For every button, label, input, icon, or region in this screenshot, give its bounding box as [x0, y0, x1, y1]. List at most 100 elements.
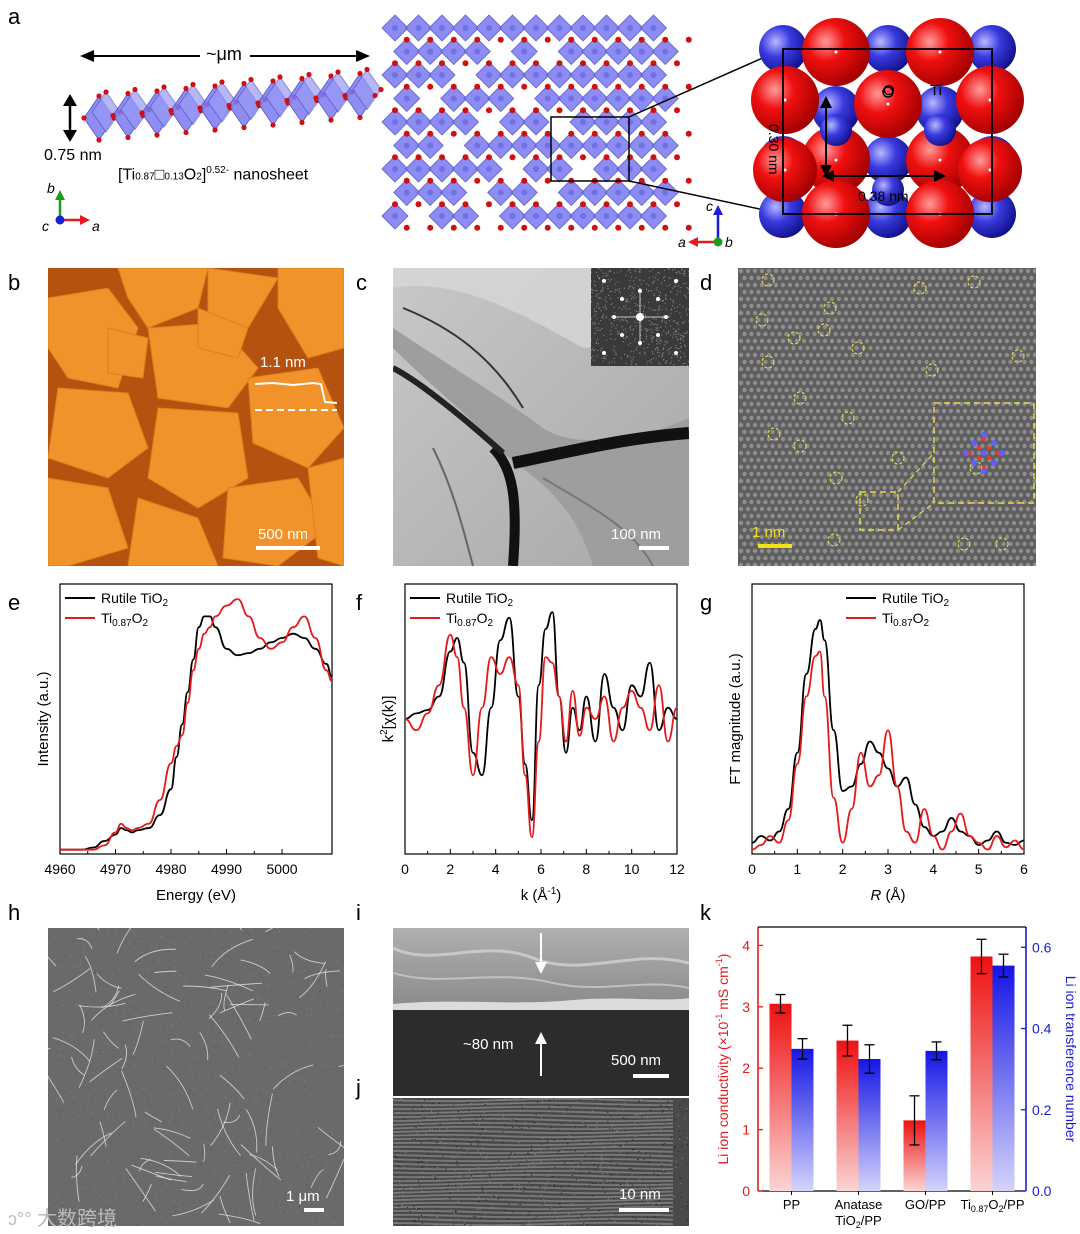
sem-image: 1 μm: [48, 928, 344, 1226]
chart-k-category-label: GO/PP: [905, 1197, 946, 1212]
chart-k-ytick-right-label: 0.0: [1032, 1183, 1052, 1199]
chart-e-xtick-label: 4990: [211, 861, 242, 877]
chart-g-xtick-label: 1: [793, 861, 801, 877]
scale-b: 500 nm: [258, 526, 309, 543]
chart-k-bar-conductivity: [903, 1120, 926, 1191]
axes-left: [55, 190, 90, 225]
chart-g-xtick-label: 5: [975, 861, 983, 877]
chart-f-xtick-label: 6: [537, 861, 545, 877]
chart-k-category-label: Anatase: [835, 1197, 883, 1212]
chart-k-bar-conductivity: [769, 1003, 792, 1191]
chart-k-ytick-right-label: 0.4: [1032, 1021, 1052, 1037]
panel-label-d: d: [700, 270, 713, 295]
afm-image: 1.1 nm 500 nm: [48, 268, 344, 566]
distance-arrows: [820, 96, 946, 182]
chart-e-ylabel: Intensity (a.u.): [35, 671, 52, 766]
scale-i: 500 nm: [611, 1052, 662, 1069]
chart-f-legend-label-1: Ti0.87O2: [446, 610, 494, 629]
chart-g-xtick-label: 2: [839, 861, 847, 877]
chart-e-series-0: [59, 615, 333, 851]
chart-g-series-0: [751, 619, 1025, 846]
chart-g-xtick-label: 6: [1020, 861, 1028, 877]
chart-k-bar-conductivity: [836, 1040, 859, 1191]
chart-k-bar-transference: [992, 965, 1015, 1191]
chart-f-xtick-label: 2: [446, 861, 454, 877]
panel-label-b: b: [8, 270, 21, 295]
chart-g-xtick-label: 3: [884, 861, 892, 877]
chart-e-xtick-label: 4980: [155, 861, 186, 877]
chart-g-xlabel: R (Å): [870, 887, 905, 904]
chart-k-ytick-left-label: 3: [742, 999, 750, 1015]
axis-b-mid: b: [725, 234, 733, 250]
atom-label-ti: Ti: [930, 82, 942, 99]
thickness-80nm: ~80 nm: [463, 1036, 514, 1053]
chart-k-ylabel-right: Li ion transference number: [1063, 976, 1079, 1143]
chart-e-series-1: [59, 598, 333, 851]
scale-c: 100 nm: [611, 526, 662, 543]
chart-e-xtick-label: 4960: [44, 861, 75, 877]
chart-f-xtick-label: 0: [401, 861, 409, 877]
chart-k-ytick-left-label: 1: [742, 1122, 750, 1138]
watermark: ↄ°° 大数跨境: [8, 1208, 117, 1230]
nanosheet-top-view: [381, 14, 692, 231]
thickness-label: 0.75 nm: [44, 147, 102, 164]
zoom-box: [550, 116, 630, 182]
chart-k-ytick-left-label: 2: [742, 1060, 750, 1076]
nanosheet-label: [Ti0.87□0.13O2]0.52- nanosheet: [118, 165, 309, 184]
chart-e-xtick-label: 5000: [266, 861, 297, 877]
cross-section-image: ~80 nm 500 nm: [393, 928, 689, 1096]
scale-h: 1 μm: [286, 1188, 320, 1205]
panel-label-h: h: [8, 900, 21, 925]
distance-label-1: 0.30 nm: [766, 124, 782, 175]
axes-mid: [688, 205, 723, 247]
chart-f-series-0: [404, 611, 678, 822]
axis-c-left: c: [42, 218, 49, 234]
panel-label-a: a: [8, 4, 21, 29]
fft-inset: [591, 268, 689, 366]
width-label: ~μm: [206, 44, 242, 64]
thickness-arrow: [63, 94, 77, 142]
axis-a-mid: a: [678, 234, 686, 250]
chart-f-xtick-label: 4: [492, 861, 500, 877]
chart-k-bar-transference: [791, 1048, 814, 1191]
chart-f-ylabel: k2[χ(k)]: [379, 696, 397, 743]
chart-k-ytick-right-label: 0.6: [1032, 939, 1052, 955]
afm-height-label: 1.1 nm: [260, 354, 306, 371]
panel-label-k: k: [700, 900, 711, 925]
chart-k-category-label: TiO2/PP: [835, 1213, 881, 1230]
watermark-icon: ↄ°°: [8, 1209, 32, 1229]
chart-k-ylabel-left: Li ion conductivity (×10-1 mS cm-1): [714, 954, 731, 1165]
chart-f-xtick-label: 10: [624, 861, 640, 877]
chart-e-xtick-label: 4970: [100, 861, 131, 877]
chart-f-xtick-label: 12: [669, 861, 685, 877]
chart-f-xtick-label: 8: [582, 861, 590, 877]
panel-label-i: i: [356, 900, 361, 925]
chart-k-bar-transference: [858, 1059, 881, 1191]
distance-label-2: 0.38 nm: [858, 188, 909, 204]
chart-f-xlabel: k (Å-1): [521, 886, 562, 904]
axis-c-mid: c: [706, 198, 713, 214]
chart-e-xlabel: Energy (eV): [156, 887, 236, 904]
chart-g-legend-label-1: Ti0.87O2: [882, 610, 930, 629]
chart-f-series-1: [404, 633, 678, 839]
chart-k-bar-conductivity: [970, 956, 993, 1191]
nanosheet-side-view: [81, 66, 384, 143]
axis-a-left: a: [92, 218, 100, 234]
panel-label-j: j: [356, 1075, 361, 1100]
chart-g-xtick-label: 0: [748, 861, 756, 877]
scale-d: 1 nm: [752, 524, 786, 541]
chart-k-category-label: PP: [783, 1197, 800, 1212]
axis-b-left: b: [47, 180, 55, 196]
scale-j: 10 nm: [619, 1186, 661, 1203]
layered-hrtem-image: 10 nm: [393, 1098, 689, 1226]
chart-g-ylabel: FT magnitude (a.u.): [727, 653, 744, 784]
atom-label-o: O: [883, 82, 895, 99]
chart-k-category-label: Ti0.87O2/PP: [961, 1197, 1025, 1214]
chart-f-legend-label-0: Rutile TiO2: [446, 590, 513, 609]
panel-a-structures: [55, 14, 1024, 248]
tem-image: 100 nm: [393, 268, 689, 566]
hrtem-image: 1 nm: [738, 268, 1036, 566]
chart-e-legend-label-1: Ti0.87O2: [101, 610, 149, 629]
panel-label-c: c: [356, 270, 367, 295]
